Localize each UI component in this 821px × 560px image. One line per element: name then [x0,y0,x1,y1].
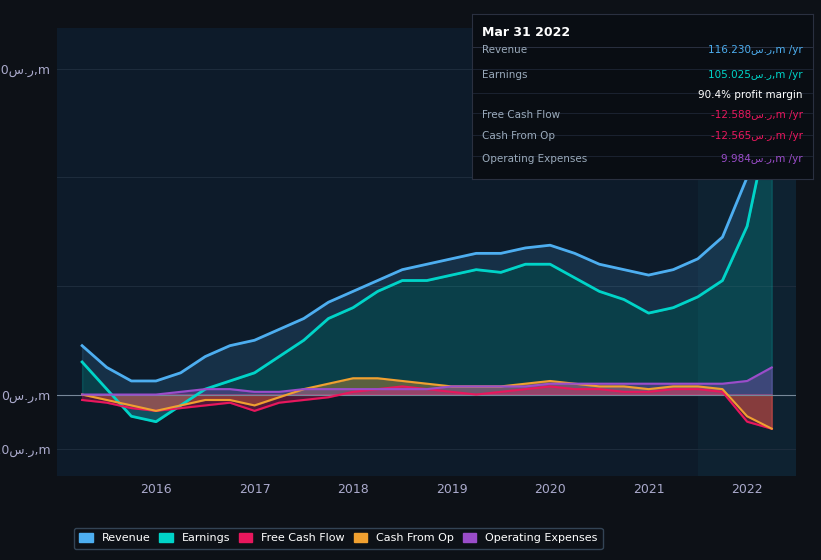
Text: 105.025س.ر,m /yr: 105.025س.ر,m /yr [708,70,803,80]
Text: Operating Expenses: Operating Expenses [482,155,588,164]
Text: Free Cash Flow: Free Cash Flow [482,110,561,120]
Text: Revenue: Revenue [482,45,527,55]
Text: 9.984س.ر,m /yr: 9.984س.ر,m /yr [721,155,803,164]
Legend: Revenue, Earnings, Free Cash Flow, Cash From Op, Operating Expenses: Revenue, Earnings, Free Cash Flow, Cash … [74,528,603,549]
Text: 116.230س.ر,m /yr: 116.230س.ر,m /yr [708,45,803,55]
Text: Cash From Op: Cash From Op [482,131,555,141]
Bar [698,28,796,476]
Text: Earnings: Earnings [482,70,528,80]
Text: Mar 31 2022: Mar 31 2022 [482,26,571,39]
Text: -12.588س.ر,m /yr: -12.588س.ر,m /yr [710,110,803,120]
Text: 90.4% profit margin: 90.4% profit margin [698,90,803,100]
Text: -12.565س.ر,m /yr: -12.565س.ر,m /yr [710,131,803,141]
